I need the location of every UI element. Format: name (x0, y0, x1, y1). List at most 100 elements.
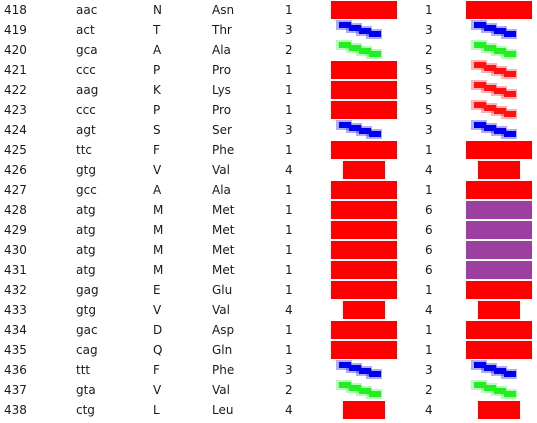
bar-mark (466, 241, 532, 259)
codon-cell: gtg (76, 303, 96, 317)
class-number-cell: 3 (285, 123, 293, 137)
codon-cell: ccc (76, 63, 96, 77)
staircase-mark (336, 20, 389, 39)
class-number-cell: 1 (285, 263, 293, 277)
codon-cell: ccc (76, 103, 96, 117)
table-row[interactable]: 427 gcc A Ala 1 1 (0, 180, 537, 200)
bar-mark (331, 341, 397, 359)
table-row[interactable]: 420 gca A Ala 2 2 (0, 40, 537, 60)
table-row[interactable]: 434 gac D Asp 1 1 (0, 320, 537, 340)
amino-acid-code-cell: Met (212, 243, 235, 257)
table-row[interactable]: 433 gtg V Val 4 4 (0, 300, 537, 320)
table-row[interactable]: 437 gta V Val 2 2 (0, 380, 537, 400)
amino-acid-code-cell: Lys (212, 83, 231, 97)
table-row[interactable]: 426 gtg V Val 4 4 (0, 160, 537, 180)
bar-mark (466, 221, 532, 239)
alt-class-number-cell: 3 (425, 23, 433, 37)
class-number-cell: 1 (285, 323, 293, 337)
class-number-cell: 1 (285, 63, 293, 77)
amino-acid-code-cell: Ser (212, 123, 232, 137)
table-row[interactable]: 428 atg M Met 1 6 (0, 200, 537, 220)
codon-cell: atg (76, 263, 96, 277)
amino-acid-code-cell: Asn (212, 3, 235, 17)
amino-acid-letter-cell: V (153, 163, 162, 177)
alt-class-number-cell: 4 (425, 163, 433, 177)
class-number-cell: 4 (285, 163, 293, 177)
position-cell: 424 (4, 123, 27, 137)
codon-cell: ttt (76, 363, 91, 377)
alt-class-number-cell: 1 (425, 3, 433, 17)
class-number-cell: 1 (285, 223, 293, 237)
table-row[interactable]: 432 gag E Glu 1 1 (0, 280, 537, 300)
amino-acid-letter-cell: Q (153, 343, 163, 357)
table-row[interactable]: 429 atg M Met 1 6 (0, 220, 537, 240)
position-cell: 422 (4, 83, 27, 97)
bar-mark (331, 321, 397, 339)
position-cell: 419 (4, 23, 27, 37)
alt-class-number-cell: 1 (425, 143, 433, 157)
position-cell: 427 (4, 183, 27, 197)
bar-mark (478, 401, 520, 419)
table-row[interactable]: 436 ttt F Phe 3 3 (0, 360, 537, 380)
alt-class-number-cell: 4 (425, 303, 433, 317)
codon-cell: cag (76, 343, 98, 357)
codon-cell: act (76, 23, 95, 37)
table-row[interactable]: 425 ttc F Phe 1 1 (0, 140, 537, 160)
bar-mark (343, 301, 385, 319)
class-number-cell: 3 (285, 23, 293, 37)
alt-class-number-cell: 1 (425, 183, 433, 197)
table-row[interactable]: 418 aac N Asn 1 1 (0, 0, 537, 20)
bar-mark (331, 61, 397, 79)
codon-cell: atg (76, 223, 96, 237)
table-row[interactable]: 424 agt S Ser 3 3 (0, 120, 537, 140)
bar-mark (331, 261, 397, 279)
table-row[interactable]: 423 ccc P Pro 1 5 (0, 100, 537, 120)
amino-acid-code-cell: Phe (212, 143, 235, 157)
class-number-cell: 1 (285, 143, 293, 157)
position-cell: 421 (4, 63, 27, 77)
class-number-cell: 1 (285, 3, 293, 17)
amino-acid-letter-cell: V (153, 383, 162, 397)
staircase-mark (336, 40, 389, 59)
bar-mark (331, 281, 397, 299)
table-row[interactable]: 435 cag Q Gln 1 1 (0, 340, 537, 360)
alt-class-number-cell: 4 (425, 403, 433, 417)
bar-mark (343, 401, 385, 419)
alt-class-number-cell: 3 (425, 123, 433, 137)
bar-mark (466, 281, 532, 299)
codon-cell: gtg (76, 163, 96, 177)
bar-mark (331, 101, 397, 119)
class-number-cell: 1 (285, 283, 293, 297)
class-number-cell: 4 (285, 403, 293, 417)
position-cell: 420 (4, 43, 27, 57)
bar-mark (331, 181, 397, 199)
table-row[interactable]: 419 act T Thr 3 3 (0, 20, 537, 40)
table-row[interactable]: 438 ctg L Leu 4 4 (0, 400, 537, 420)
table-row[interactable]: 421 ccc P Pro 1 5 (0, 60, 537, 80)
amino-acid-letter-cell: N (153, 3, 162, 17)
bar-mark (331, 221, 397, 239)
alt-class-number-cell: 6 (425, 203, 433, 217)
table-row[interactable]: 422 aag K Lys 1 5 (0, 80, 537, 100)
table-row[interactable]: 430 atg M Met 1 6 (0, 240, 537, 260)
amino-acid-code-cell: Ala (212, 183, 231, 197)
position-cell: 438 (4, 403, 27, 417)
bar-mark (466, 321, 532, 339)
table-row[interactable]: 431 atg M Met 1 6 (0, 260, 537, 280)
position-cell: 431 (4, 263, 27, 277)
codon-cell: gta (76, 383, 96, 397)
staircase-mark (471, 80, 524, 99)
class-number-cell: 2 (285, 43, 293, 57)
position-cell: 437 (4, 383, 27, 397)
amino-acid-letter-cell: D (153, 323, 163, 337)
amino-acid-letter-cell: K (153, 83, 161, 97)
codon-cell: gag (76, 283, 99, 297)
class-number-cell: 1 (285, 203, 293, 217)
codon-cell: aag (76, 83, 99, 97)
codon-cell: aac (76, 3, 98, 17)
amino-acid-code-cell: Glu (212, 283, 233, 297)
staircase-mark (471, 60, 524, 79)
codon-cell: agt (76, 123, 96, 137)
amino-acid-code-cell: Thr (212, 23, 232, 37)
